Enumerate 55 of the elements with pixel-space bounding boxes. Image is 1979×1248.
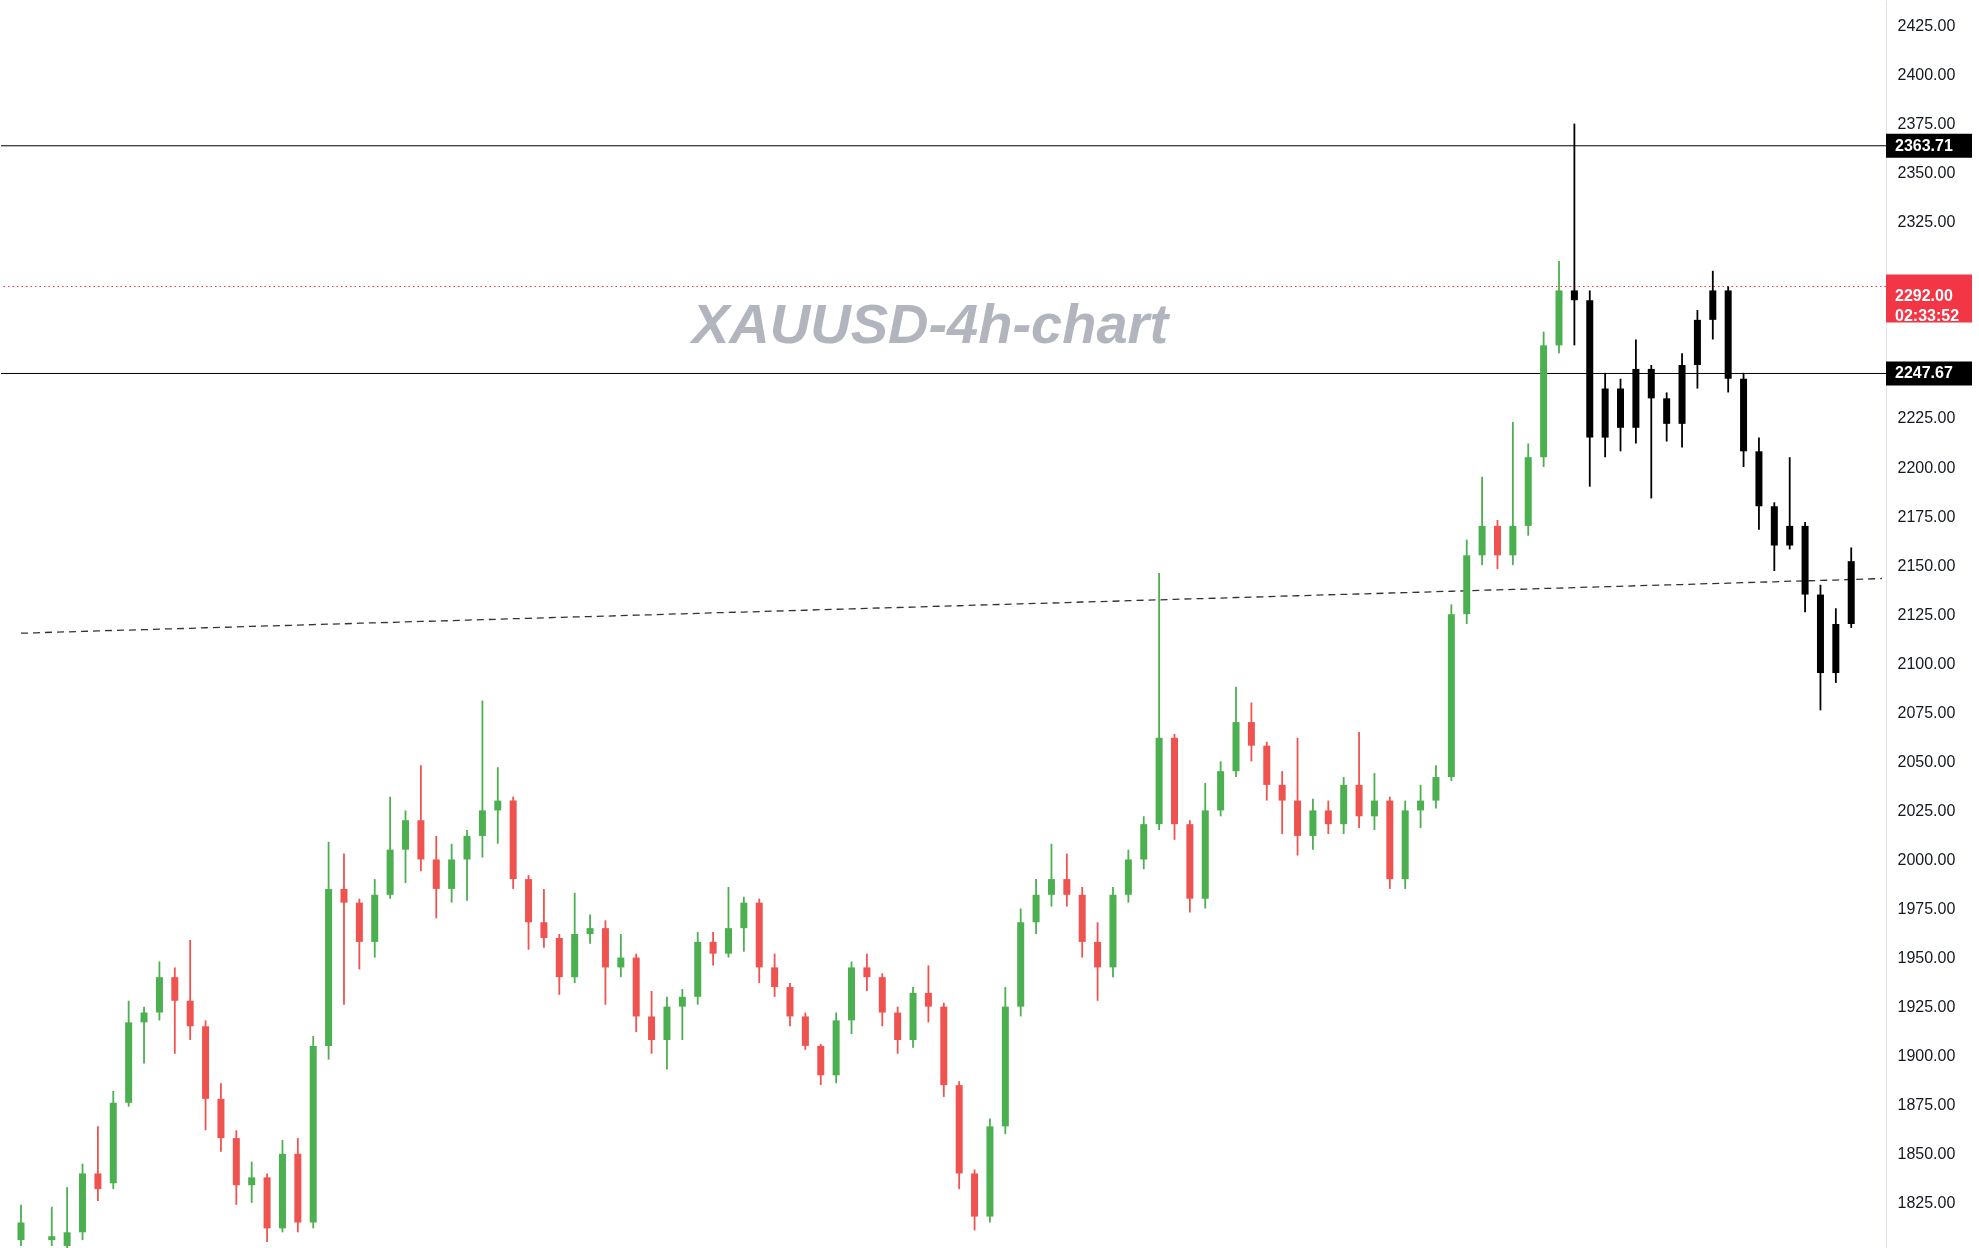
candlestick — [171, 966, 179, 1055]
y-tick-label: 2200.00 — [1897, 458, 1956, 476]
y-tick-label: 2400.00 — [1897, 66, 1956, 84]
text: XAUUSD-4h-chart — [688, 292, 1171, 355]
y-tick-label: 2175.00 — [1897, 507, 1956, 525]
line-series — [20, 577, 1883, 634]
y-tick-label: 2125.00 — [1897, 605, 1956, 623]
ref-line-label: 2247.67 — [1895, 364, 1953, 382]
y-tick-label: 2375.00 — [1897, 115, 1956, 133]
y-tick-label: 1950.00 — [1897, 949, 1956, 967]
candlestick — [1370, 772, 1378, 831]
candlestick — [140, 1005, 148, 1065]
candlestick — [771, 952, 779, 998]
candlestick — [463, 829, 471, 902]
y-tick-label: 2000.00 — [1897, 850, 1956, 868]
ref-line-label: 2292.00 02:33:52 — [1895, 287, 1960, 325]
y-tick-label: 2150.00 — [1897, 556, 1956, 574]
candlestick — [863, 952, 871, 992]
candlestick — [1786, 456, 1794, 551]
y-tick-label: 1875.00 — [1897, 1096, 1956, 1114]
candlestick — [1047, 842, 1055, 908]
candlestick — [586, 913, 594, 945]
y-tick-label: 1925.00 — [1897, 998, 1956, 1016]
candlestick — [924, 964, 932, 1024]
candlestick — [1432, 764, 1440, 810]
candlestick — [648, 990, 656, 1055]
candlestick — [63, 1186, 71, 1248]
y-tick-label: 1900.00 — [1897, 1047, 1956, 1065]
candlestick — [1324, 799, 1332, 835]
candlestick — [340, 852, 348, 1006]
candlestick — [248, 1160, 256, 1204]
candlestick — [1417, 784, 1425, 829]
y-tick-label: 2325.00 — [1897, 213, 1956, 231]
candlestick — [540, 888, 548, 949]
candlestick — [494, 766, 502, 845]
candlestick — [48, 1205, 56, 1247]
y-tick-label: 1975.00 — [1897, 900, 1956, 918]
candlestick — [1278, 770, 1286, 835]
y-tick-label: 2100.00 — [1897, 654, 1956, 672]
y-tick-label: 2350.00 — [1897, 164, 1956, 182]
ref-line-label: 2363.71 — [1895, 136, 1953, 154]
y-tick-label: 2025.00 — [1897, 801, 1956, 819]
candlestick — [678, 988, 686, 1041]
y-tick-label: 2050.00 — [1897, 752, 1956, 770]
y-tick-label: 2225.00 — [1897, 409, 1956, 427]
candlestick — [94, 1125, 102, 1202]
candlestick — [617, 933, 625, 979]
y-tick-label: 2075.00 — [1897, 703, 1956, 721]
candlestick — [1063, 852, 1071, 908]
candlestick — [1247, 701, 1255, 763]
y-tick-label: 1825.00 — [1897, 1194, 1956, 1212]
candlestick — [709, 931, 717, 967]
candlestick — [17, 1203, 25, 1247]
y-tick-label: 1850.00 — [1897, 1145, 1956, 1163]
y-tick-label: 2425.00 — [1897, 17, 1956, 35]
